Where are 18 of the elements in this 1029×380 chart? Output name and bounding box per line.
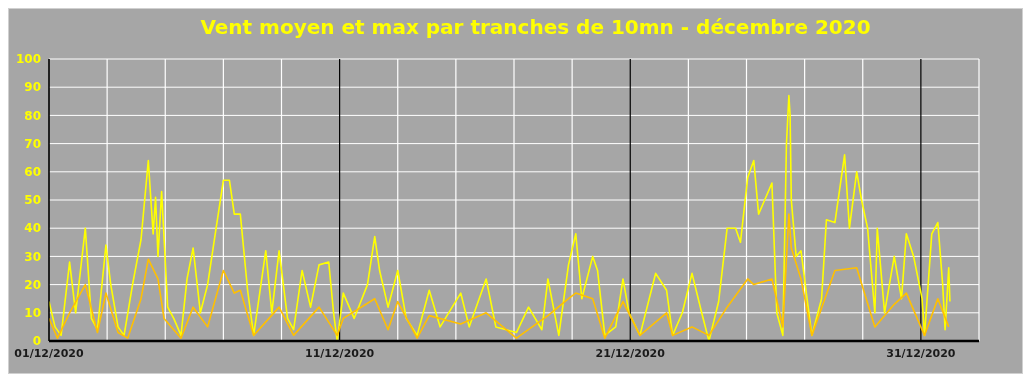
- x-tick-label: 01/12/2020: [14, 346, 84, 360]
- y-tick-label: 60: [24, 165, 41, 180]
- y-tick-label: 100: [15, 52, 41, 67]
- line-series: [49, 94, 951, 341]
- y-tick-label: 40: [24, 221, 41, 236]
- y-tick-label: 0: [32, 334, 41, 349]
- y-tick-label: 80: [24, 108, 41, 123]
- chart-title: Vent moyen et max par tranches de 10mn - décembre 2020: [199, 14, 872, 41]
- y-tick-label: 30: [24, 249, 41, 264]
- y-tick-label: 50: [24, 193, 41, 208]
- y-tick-label: 10: [24, 306, 41, 321]
- line-series: [49, 213, 950, 339]
- y-tick-label: 90: [24, 80, 41, 95]
- x-tick-label: 11/12/2020: [304, 346, 375, 360]
- x-tick-label: 21/12/2020: [595, 346, 666, 360]
- y-tick-label: 70: [24, 136, 41, 151]
- x-tick-label: 31/12/2020: [886, 346, 956, 360]
- y-tick-label: 20: [24, 277, 41, 292]
